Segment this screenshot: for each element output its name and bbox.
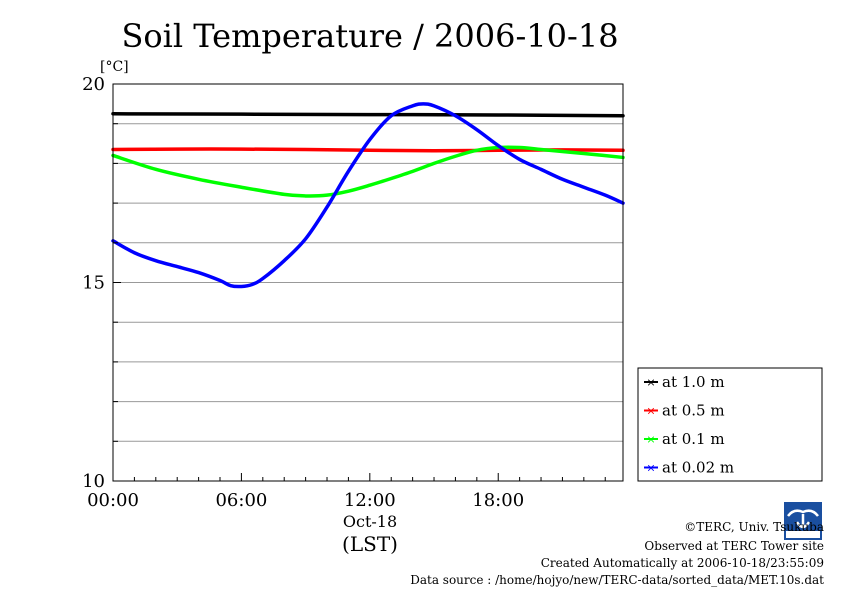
observed-credit: Observed at TERC Tower site: [644, 539, 824, 553]
legend-box: [637, 367, 823, 482]
series-layer: [111, 102, 625, 289]
x-axis-unit-label: (LST): [342, 532, 398, 556]
legend-marker: ×: [646, 376, 655, 389]
y-tick-label: 15: [82, 273, 105, 294]
y-tick-label: 20: [82, 74, 105, 95]
x-tick-label: 06:00: [215, 490, 267, 511]
grid-lines: [113, 123, 623, 442]
axis-ticks: 10 15 20 00:00 06:00 12:00 18:00: [82, 74, 606, 511]
legend-label: at 1.0 m: [662, 373, 725, 391]
legend-label: at 0.1 m: [662, 430, 725, 448]
series-line-3: [111, 102, 625, 289]
legend-label: at 0.02 m: [662, 459, 734, 477]
series-line-0: [111, 112, 625, 118]
copyright-credit: ©TERC, Univ. Tsukuba: [684, 520, 824, 534]
legend-marker: ×: [646, 462, 655, 475]
x-tick-label: 00:00: [87, 490, 139, 511]
created-credit: Created Automatically at 2006-10-18/23:5…: [540, 556, 824, 570]
series-line-2: [111, 145, 625, 198]
x-axis-date-label: Oct-18: [343, 512, 397, 531]
terc-logo-icon: [784, 502, 822, 540]
y-tick-label: 10: [82, 471, 105, 492]
source-credit: Data source : /home/hojyo/new/TERC-data/…: [410, 573, 824, 587]
y-axis-unit-label: [°C]: [100, 59, 129, 75]
x-tick-label: 12:00: [344, 490, 396, 511]
legend-label: at 0.5 m: [662, 402, 725, 420]
legend: × at 1.0 m × at 0.5 m × at 0.1 m × at 0.02 m: [637, 367, 823, 482]
legend-marker: ×: [646, 405, 655, 418]
x-tick-label: 18:00: [472, 490, 524, 511]
chart-title: Soil Temperature / 2006-10-18: [121, 17, 618, 55]
legend-marker: ×: [646, 433, 655, 446]
